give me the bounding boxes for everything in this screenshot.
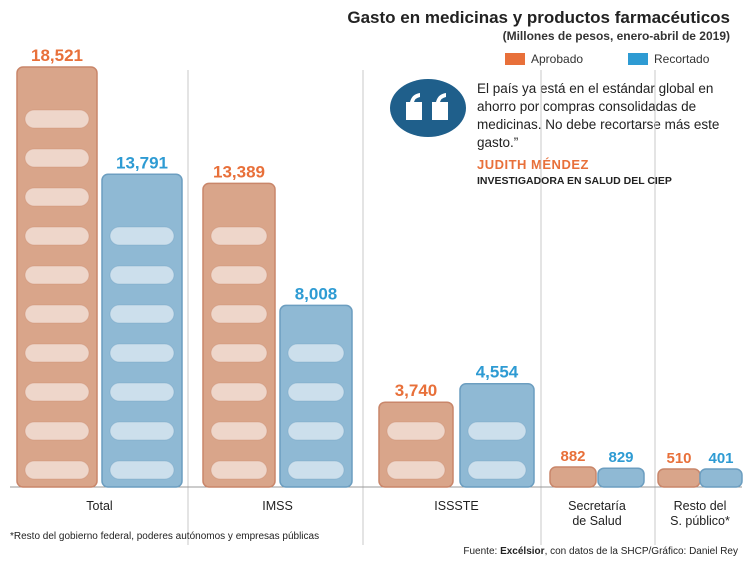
- pill-approved: [24, 304, 90, 324]
- chart-subtitle: (Millones de pesos, enero-abril de 2019): [502, 29, 730, 43]
- category-label: Total: [86, 499, 112, 513]
- category-label: de Salud: [572, 514, 621, 528]
- pill-cut: [287, 460, 345, 480]
- pill-approved: [24, 343, 90, 363]
- category-label: Resto del: [674, 499, 727, 513]
- pill-cut: [109, 421, 175, 441]
- source-brand: Excélsior: [500, 546, 545, 557]
- category-label: Secretaría: [568, 499, 626, 513]
- pill-cut: [109, 460, 175, 480]
- quote-role: INVESTIGADORA EN SALUD DEL CIEP: [477, 175, 672, 187]
- bar-cut-4: [699, 468, 743, 488]
- value-label-approved-0: 18,521: [31, 46, 83, 65]
- value-label-cut-1: 8,008: [295, 284, 338, 303]
- quote-marks-icon: [390, 79, 466, 137]
- pill-approved: [210, 343, 268, 363]
- legend-swatch-approved: [505, 53, 525, 65]
- bar-cut-0: [101, 173, 183, 488]
- value-label-approved-3: 882: [560, 448, 585, 465]
- pill-cut: [109, 265, 175, 285]
- pill-approved: [210, 265, 268, 285]
- bar-approved-1: [202, 182, 276, 488]
- pill-approved: [210, 226, 268, 246]
- pill-approved: [386, 460, 446, 480]
- value-label-approved-4: 510: [666, 450, 691, 467]
- pill-approved: [210, 421, 268, 441]
- pill-cut: [467, 421, 527, 441]
- source-rest: , con datos de la SHCP/Gráfico: Daniel R…: [544, 546, 738, 557]
- pill-approved: [386, 421, 446, 441]
- pill-approved: [210, 382, 268, 402]
- pill-approved: [210, 304, 268, 324]
- category-label: ISSSTE: [434, 499, 478, 513]
- quote-text: El país ya está en el estándar global en…: [477, 81, 720, 150]
- bar-approved-4: [657, 468, 701, 488]
- value-label-cut-3: 829: [608, 449, 633, 466]
- legend-label-cut: Recortado: [654, 52, 710, 66]
- pill-cut: [287, 421, 345, 441]
- pill-cut: [109, 226, 175, 246]
- pill-cut: [109, 304, 175, 324]
- pill-cut: [467, 460, 527, 480]
- pill-approved: [24, 109, 90, 129]
- value-label-approved-1: 13,389: [213, 162, 265, 181]
- pill-approved: [24, 226, 90, 246]
- pill-approved: [24, 460, 90, 480]
- value-label-cut-4: 401: [708, 450, 733, 467]
- legend-label-approved: Aprobado: [531, 52, 584, 66]
- source-prefix: Fuente:: [463, 546, 501, 557]
- pill-approved: [24, 421, 90, 441]
- pill-cut: [287, 382, 345, 402]
- category-label: S. público*: [670, 514, 730, 528]
- legend-swatch-cut: [628, 53, 648, 65]
- bar-approved-3: [549, 466, 597, 488]
- legend-cut: Recortado: [628, 52, 709, 66]
- pill-cut: [109, 343, 175, 363]
- quote-author: JUDITH MÉNDEZ: [477, 157, 589, 172]
- value-label-approved-2: 3,740: [395, 381, 438, 400]
- pill-approved: [24, 187, 90, 207]
- pill-cut: [287, 343, 345, 363]
- pill-cut: [109, 382, 175, 402]
- legend-approved: Aprobado: [505, 52, 583, 66]
- chart-title: Gasto en medicinas y productos farmacéut…: [347, 8, 730, 27]
- pill-approved: [24, 382, 90, 402]
- value-label-cut-0: 13,791: [116, 153, 168, 172]
- value-label-cut-2: 4,554: [476, 363, 519, 382]
- bar-cut-3: [597, 467, 645, 488]
- category-label: IMSS: [262, 499, 293, 513]
- pill-approved: [210, 460, 268, 480]
- pill-approved: [24, 148, 90, 168]
- pill-approved: [24, 265, 90, 285]
- source-credit: Fuente: Excélsior, con datos de la SHCP/…: [463, 546, 738, 557]
- footnote: *Resto del gobierno federal, poderes aut…: [10, 531, 320, 542]
